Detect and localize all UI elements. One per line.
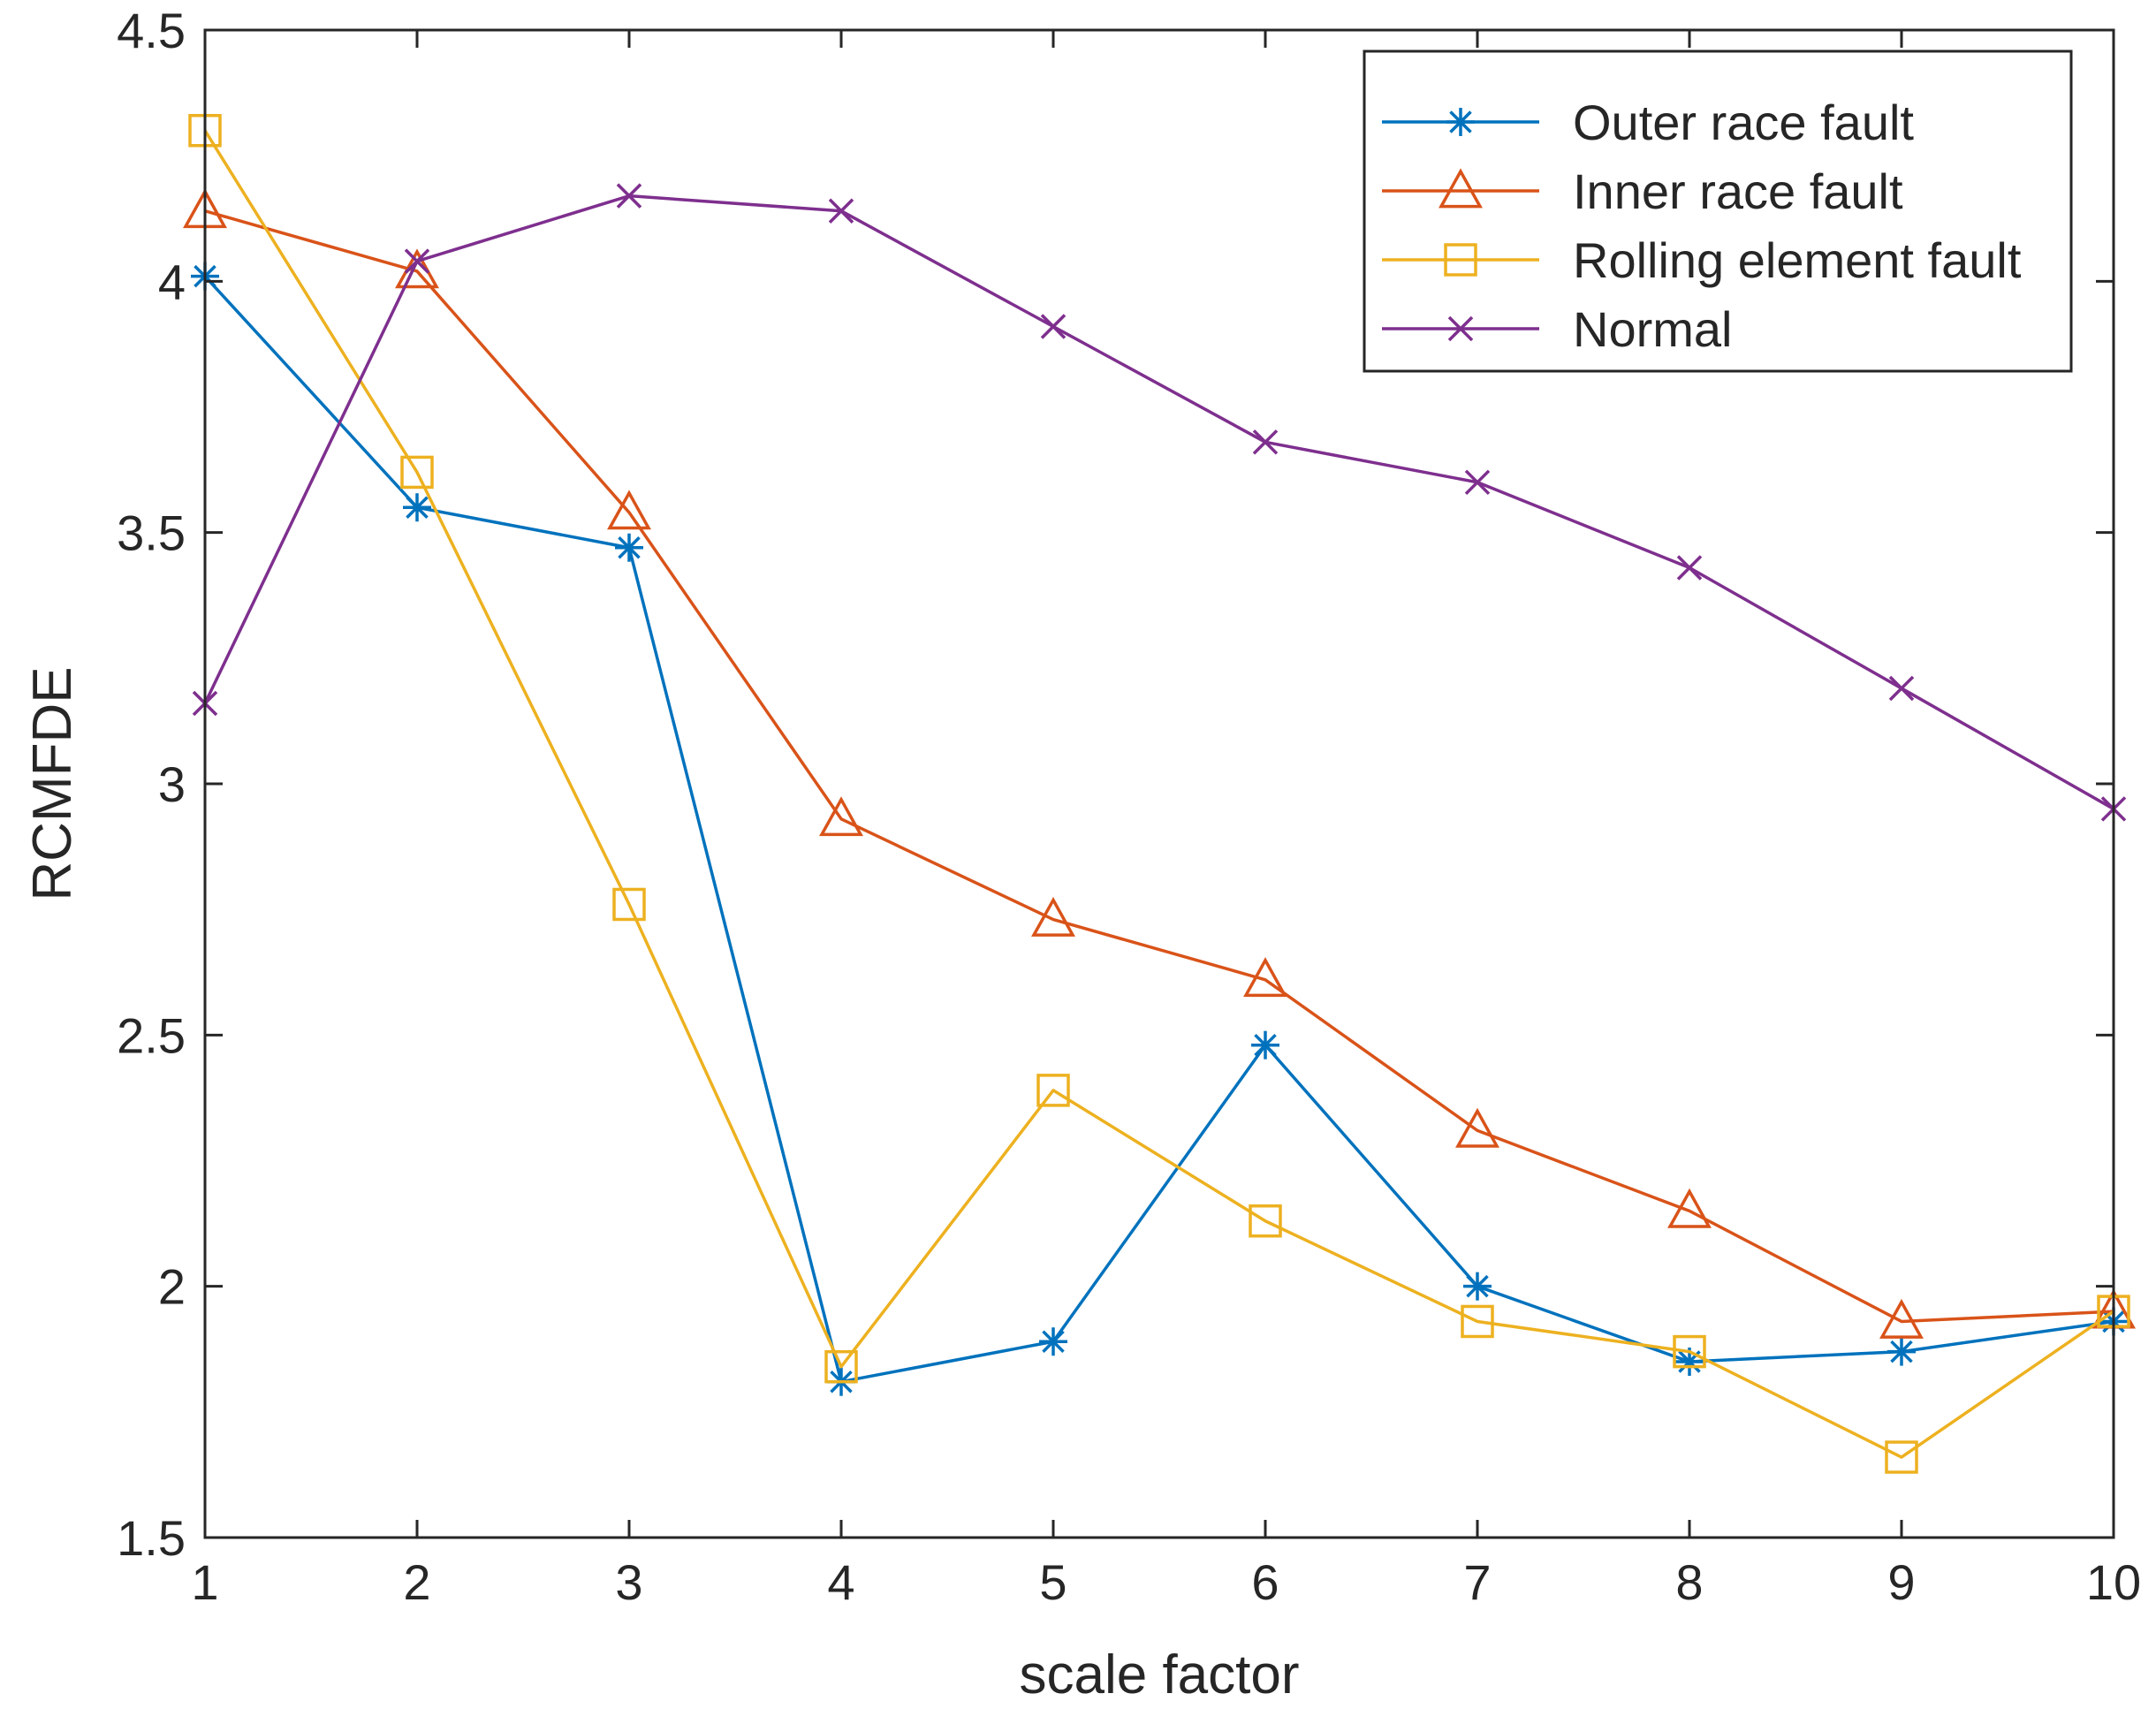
- data-point: [1243, 957, 1287, 998]
- legend-entry: Outer race fault: [1382, 95, 1914, 150]
- x-tick-label: 1: [191, 1554, 218, 1610]
- series-layer: [183, 113, 2136, 1474]
- data-point: [1461, 1304, 1494, 1339]
- series-line: [203, 275, 2114, 1384]
- x-tick-label: 3: [615, 1554, 642, 1610]
- data-point: [1676, 555, 1703, 581]
- data-point: [1885, 1440, 1918, 1474]
- legend-box: [1363, 49, 2073, 373]
- data-point: [1249, 1204, 1282, 1238]
- legend: Outer race fault Inner race fault Rolling …: [1363, 49, 2073, 373]
- x-tick-label: 6: [1251, 1554, 1279, 1610]
- x-tick-label: 2: [403, 1554, 430, 1610]
- data-point: [1252, 429, 1279, 455]
- data-point: [1888, 675, 1915, 702]
- data-point: [607, 490, 651, 530]
- legend-label: Rolling element fault: [1573, 232, 2022, 288]
- data-point: [403, 493, 431, 522]
- y-tick-label: 4: [158, 254, 186, 309]
- axes-layer: 1 2 3 4 5 6 7 8 9 10 1.5 2 2.5 3 3.5 4 4.5: [117, 3, 2141, 1610]
- y-tick-label: 2.5: [117, 1007, 186, 1063]
- data-point: [828, 198, 854, 224]
- x-tick-label: 4: [827, 1554, 854, 1610]
- data-point: [1463, 1272, 1492, 1301]
- x-tick-label: 5: [1039, 1554, 1067, 1610]
- y-tick-label: 3: [158, 756, 186, 812]
- x-tick-label: 7: [1463, 1554, 1491, 1610]
- legend-label: Inner race fault: [1573, 163, 1903, 219]
- x-axis-label: scale factor: [1019, 1644, 1299, 1705]
- legend-label: Outer race fault: [1573, 95, 1914, 150]
- data-point: [1667, 1188, 1712, 1228]
- data-point: [1879, 1298, 1924, 1339]
- data-point: [819, 796, 863, 837]
- data-point: [824, 1349, 858, 1384]
- x-tick-label: 9: [1887, 1554, 1915, 1610]
- y-tick-label: 4.5: [117, 3, 186, 58]
- data-point: [616, 183, 642, 209]
- data-point: [1464, 469, 1491, 496]
- data-point: [404, 248, 430, 274]
- series-line: [203, 194, 2114, 810]
- y-tick-label: 3.5: [117, 505, 186, 561]
- legend-marker: [1446, 108, 1475, 136]
- y-axis-label: RCMFDE: [22, 666, 83, 900]
- series-line: [203, 129, 2114, 1459]
- data-point: [1039, 1327, 1067, 1356]
- legend-label: Normal: [1573, 301, 1732, 357]
- data-point: [1031, 896, 1075, 937]
- x-tick-label: 10: [2086, 1554, 2141, 1610]
- data-point: [1455, 1107, 1499, 1148]
- x-tick-label: 8: [1675, 1554, 1703, 1610]
- legend-entry: Rolling element fault: [1382, 232, 2022, 288]
- y-tick-label: 2: [158, 1259, 186, 1315]
- data-point: [1251, 1030, 1279, 1059]
- data-point: [1673, 1334, 1706, 1369]
- data-point: [1887, 1337, 1916, 1366]
- data-point: [612, 887, 646, 922]
- series-line: [204, 209, 2114, 1324]
- data-point: [1036, 1074, 1070, 1107]
- data-point: [1040, 314, 1067, 339]
- legend-marker: [1439, 168, 1483, 209]
- data-point: [615, 533, 643, 562]
- legend-marker: [1444, 243, 1477, 277]
- legend-marker: [1447, 315, 1474, 342]
- y-tick-label: 1.5: [117, 1510, 186, 1566]
- data-point: [400, 455, 434, 490]
- legend-entry: Normal: [1382, 301, 1732, 357]
- legend-entry: Inner race fault: [1382, 163, 1903, 219]
